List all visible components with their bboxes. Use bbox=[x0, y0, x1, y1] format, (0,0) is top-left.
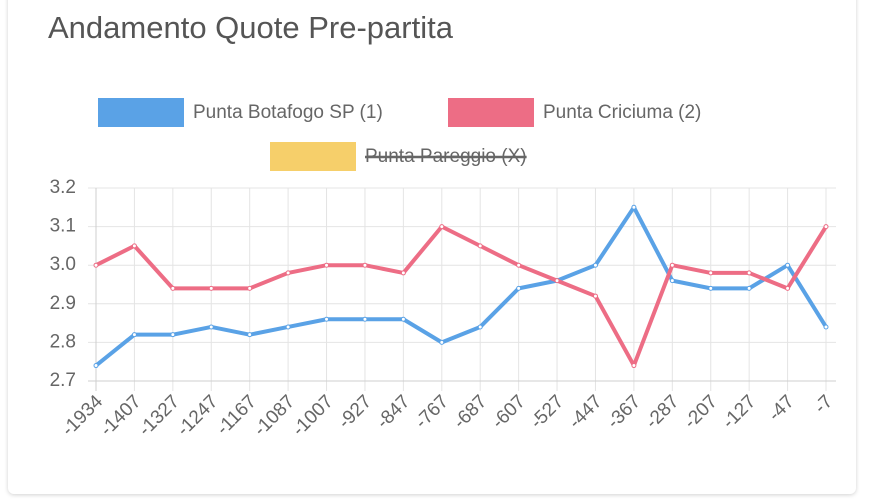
x-tick-label: -607 bbox=[488, 391, 530, 433]
point bbox=[247, 285, 253, 291]
y-tick-label: 2.7 bbox=[50, 370, 76, 391]
legend-label: Punta Botafogo SP (1) bbox=[193, 102, 383, 123]
point bbox=[516, 285, 522, 291]
point bbox=[708, 270, 714, 276]
point bbox=[477, 243, 483, 249]
y-tick-label: 3.2 bbox=[50, 177, 76, 198]
x-tick-label: -287 bbox=[642, 391, 684, 433]
point bbox=[247, 332, 253, 338]
x-tick-label: -527 bbox=[526, 391, 568, 433]
x-tick-label: -127 bbox=[718, 391, 760, 433]
card bbox=[8, 0, 856, 494]
x-tick-label: -1167 bbox=[213, 391, 261, 439]
point bbox=[785, 262, 791, 268]
series-line bbox=[95, 224, 828, 368]
y-tick-label: 3.0 bbox=[50, 254, 76, 275]
point bbox=[785, 285, 791, 291]
point bbox=[669, 278, 675, 284]
point bbox=[823, 224, 829, 230]
legend-swatch bbox=[98, 98, 184, 127]
point bbox=[477, 324, 483, 330]
chart-title: Andamento Quote Pre-partita bbox=[48, 10, 454, 45]
x-tick-label: -767 bbox=[411, 391, 453, 433]
point bbox=[592, 262, 598, 268]
x-tick-label: -7 bbox=[810, 391, 837, 418]
point bbox=[746, 270, 752, 276]
point bbox=[554, 278, 560, 284]
point bbox=[93, 262, 99, 268]
point bbox=[746, 285, 752, 291]
series-line bbox=[94, 205, 828, 368]
point bbox=[439, 224, 445, 230]
x-tick-label: -1007 bbox=[288, 391, 337, 440]
point bbox=[93, 363, 99, 369]
x-tick-label: -447 bbox=[565, 391, 607, 433]
point bbox=[324, 316, 330, 322]
point bbox=[516, 262, 522, 268]
x-tick-label: -1407 bbox=[96, 391, 145, 440]
y-tick-label: 3.1 bbox=[50, 216, 76, 237]
point bbox=[439, 339, 445, 345]
legend-label: Punta Criciuma (2) bbox=[543, 102, 701, 123]
point bbox=[208, 285, 214, 291]
x-tick-label: -1934 bbox=[58, 391, 108, 441]
x-tick-label: -47 bbox=[764, 391, 798, 425]
point bbox=[631, 204, 637, 210]
point bbox=[170, 332, 176, 338]
point bbox=[131, 243, 137, 249]
y-tick-label: 2.8 bbox=[50, 331, 76, 352]
point bbox=[285, 324, 291, 330]
x-tick-label: -927 bbox=[334, 391, 376, 433]
point bbox=[131, 332, 137, 338]
x-tick-label: -1087 bbox=[250, 391, 299, 440]
x-tick-label: -207 bbox=[680, 391, 722, 433]
x-tick-label: -1327 bbox=[135, 391, 184, 440]
point bbox=[208, 324, 214, 330]
legend-swatch bbox=[448, 98, 534, 127]
x-tick-label: -687 bbox=[450, 391, 492, 433]
legend-swatch bbox=[270, 142, 356, 171]
point bbox=[170, 285, 176, 291]
y-tick-label: 2.9 bbox=[50, 293, 76, 314]
point bbox=[362, 262, 368, 268]
point bbox=[592, 293, 598, 299]
point bbox=[400, 316, 406, 322]
x-tick-label: -1247 bbox=[173, 391, 222, 440]
x-tick-label: -847 bbox=[373, 391, 415, 433]
point bbox=[362, 316, 368, 322]
point bbox=[669, 262, 675, 268]
point bbox=[324, 262, 330, 268]
point bbox=[400, 270, 406, 276]
point bbox=[631, 363, 637, 369]
point bbox=[823, 324, 829, 330]
point bbox=[285, 270, 291, 276]
x-tick-label: -367 bbox=[603, 391, 645, 433]
point bbox=[708, 285, 714, 291]
